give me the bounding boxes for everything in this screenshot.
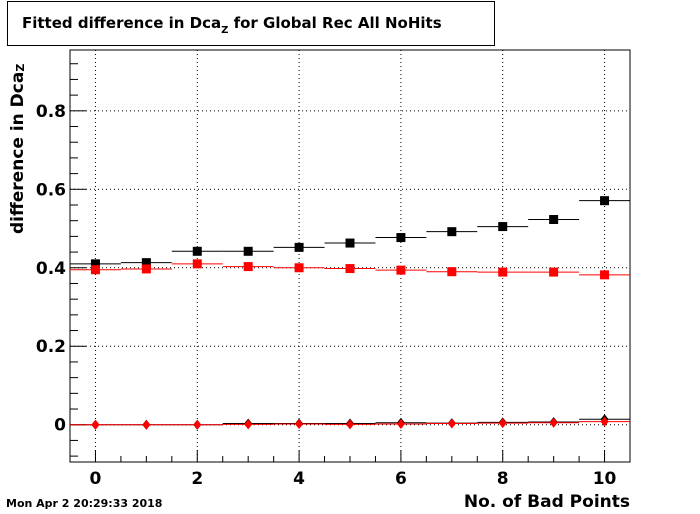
y-tick-label: 0.2 (36, 337, 66, 357)
series-0 (70, 196, 630, 269)
data-point (498, 222, 508, 232)
data-point (447, 418, 456, 429)
data-point (549, 215, 559, 225)
x-tick-label: 10 (593, 469, 617, 489)
data-point (141, 264, 151, 274)
y-tick-label: 0.4 (36, 259, 66, 279)
data-point (90, 265, 100, 275)
data-point (498, 267, 508, 277)
data-point (244, 419, 253, 430)
title-box: Fitted difference in DcaZ for Global Rec… (7, 1, 495, 46)
plot-frame (69, 49, 631, 463)
x-tick-label: 0 (90, 469, 102, 489)
data-point (600, 416, 609, 427)
timestamp: Mon Apr 2 20:29:33 2018 (6, 497, 163, 510)
data-point (447, 227, 457, 237)
x-axis-label: No. of Bad Points (463, 492, 630, 512)
series (70, 196, 630, 430)
data-point (294, 242, 304, 252)
data-point (396, 265, 406, 275)
data-point (295, 418, 304, 429)
data-point (600, 196, 610, 206)
data-point (396, 418, 405, 429)
data-point (600, 270, 610, 280)
x-tick-label: 2 (191, 469, 203, 489)
data-point (243, 246, 253, 256)
y-tick-label: 0.8 (36, 102, 66, 122)
data-point (396, 233, 406, 243)
y-axis-label: difference in DcaZ (8, 63, 28, 234)
data-point (192, 259, 202, 269)
data-point (142, 419, 151, 430)
data-point (345, 238, 355, 248)
series-3 (70, 416, 630, 430)
data-point (90, 259, 100, 269)
x-tick-label: 4 (293, 469, 305, 489)
x-tick-label: 8 (497, 469, 509, 489)
axes: 0 2 4 6 8 10 0 0.2 0.4 0.6 0.8 (36, 63, 631, 489)
data-point (346, 419, 354, 430)
grid (70, 50, 630, 462)
series-1 (70, 259, 630, 280)
data-point (447, 267, 457, 277)
data-point (192, 246, 202, 256)
data-point (345, 264, 355, 274)
x-tick-label: 6 (395, 469, 407, 489)
data-point (193, 419, 202, 430)
data-point (91, 419, 100, 430)
chart-title: Fitted difference in DcaZ for Global Rec… (22, 14, 442, 36)
y-tick-label: 0 (54, 416, 66, 436)
data-point (549, 417, 558, 428)
data-point (498, 418, 507, 429)
data-point (549, 267, 559, 277)
data-point (294, 263, 304, 273)
data-point (243, 262, 253, 272)
y-tick-label: 0.6 (36, 180, 66, 200)
data-point (141, 258, 151, 268)
